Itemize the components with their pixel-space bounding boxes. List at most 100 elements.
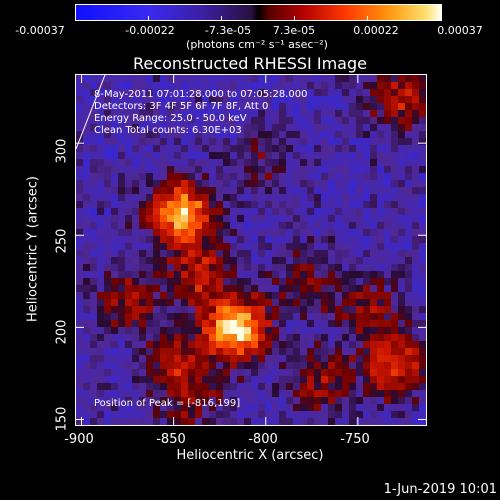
heatmap-cell [167,390,175,398]
heatmap-cell [195,306,203,314]
heatmap-cell [419,383,426,391]
heatmap-cell [342,110,350,118]
heatmap-cell [111,369,119,377]
heatmap-cell [272,313,280,321]
heatmap-cell [391,96,399,104]
heatmap-cell [335,355,343,363]
heatmap-cell [293,334,301,342]
heatmap-cell [419,208,426,216]
y-axis-label: Heliocentric Y (arcsec) [25,176,41,322]
heatmap-cell [153,110,161,118]
heatmap-cell [195,89,203,97]
heatmap-cell [230,187,238,195]
heatmap-cell [83,229,91,237]
heatmap-cell [384,117,392,125]
heatmap-cell [307,299,315,307]
heatmap-cell [209,355,217,363]
heatmap-cell [412,131,420,139]
heatmap-cell [181,166,189,174]
heatmap-cell [76,355,84,363]
heatmap-cell [244,117,252,125]
heatmap-cell [181,208,189,216]
heatmap-cell [111,117,119,125]
heatmap-cell [125,334,133,342]
heatmap-cell [349,292,357,300]
heatmap-cell [230,243,238,251]
heatmap-cell [258,334,266,342]
heatmap-cell [153,334,161,342]
heatmap-cell [181,215,189,223]
heatmap-cell [132,222,140,230]
heatmap-cell [237,362,245,370]
heatmap-cell [363,369,371,377]
heatmap-cell [349,348,357,356]
heatmap-cell [419,418,426,425]
heatmap-cell [293,103,301,111]
heatmap-cell [258,369,266,377]
heatmap-cell [279,264,287,272]
heatmap-cell [328,187,336,195]
heatmap-cell [300,278,308,286]
heatmap-cell [146,306,154,314]
heatmap-cell [384,271,392,279]
heatmap-cell [160,194,168,202]
heatmap-cell [328,110,336,118]
heatmap-cell [195,411,203,419]
heatmap-cell [181,355,189,363]
heatmap-cell [391,348,399,356]
heatmap-cell [356,320,364,328]
heatmap-cell [230,292,238,300]
heatmap-cell [230,208,238,216]
heatmap-cell [90,159,98,167]
heatmap-cell [97,131,105,139]
heatmap-cell [132,257,140,265]
heatmap-cell [342,271,350,279]
heatmap-cell [188,145,196,153]
heatmap-cell [230,159,238,167]
heatmap-cell [223,250,231,258]
heatmap-cell [209,194,217,202]
heatmap-cell [251,103,259,111]
heatmap-cell [258,215,266,223]
heatmap-cell [188,376,196,384]
heatmap-cell [188,152,196,160]
heatmap-cell [209,306,217,314]
heatmap-cell [328,131,336,139]
heatmap-cell [356,124,364,132]
heatmap-cell [293,152,301,160]
heatmap-cell [328,208,336,216]
heatmap-cell [174,250,182,258]
heatmap-cell [370,390,378,398]
heatmap-cell [244,299,252,307]
heatmap-cell [174,243,182,251]
heatmap-cell [321,411,329,419]
heatmap-cell [258,187,266,195]
heatmap-cell [146,124,154,132]
heatmap-cell [125,103,133,111]
heatmap-cell [405,124,413,132]
heatmap-cell [209,278,217,286]
heatmap-cell [328,194,336,202]
heatmap-cell [307,348,315,356]
heatmap-cell [321,341,329,349]
heatmap-cell [412,250,420,258]
heatmap-cell [209,222,217,230]
heatmap-cell [293,173,301,181]
heatmap-cell [314,222,322,230]
heatmap-cell [370,243,378,251]
heatmap-cell [167,166,175,174]
heatmap-cell [251,96,259,104]
heatmap-cell [265,306,273,314]
heatmap-cell [356,313,364,321]
heatmap-cell [132,89,140,97]
heatmap-cell [230,320,238,328]
heatmap-cell [223,82,231,90]
heatmap-cell [146,89,154,97]
heatmap-cell [419,306,426,314]
heatmap-cell [412,166,420,174]
heatmap-cell [181,229,189,237]
heatmap-cell [335,369,343,377]
heatmap-cell [202,362,210,370]
heatmap-cell [265,131,273,139]
heatmap-cell [209,418,217,425]
